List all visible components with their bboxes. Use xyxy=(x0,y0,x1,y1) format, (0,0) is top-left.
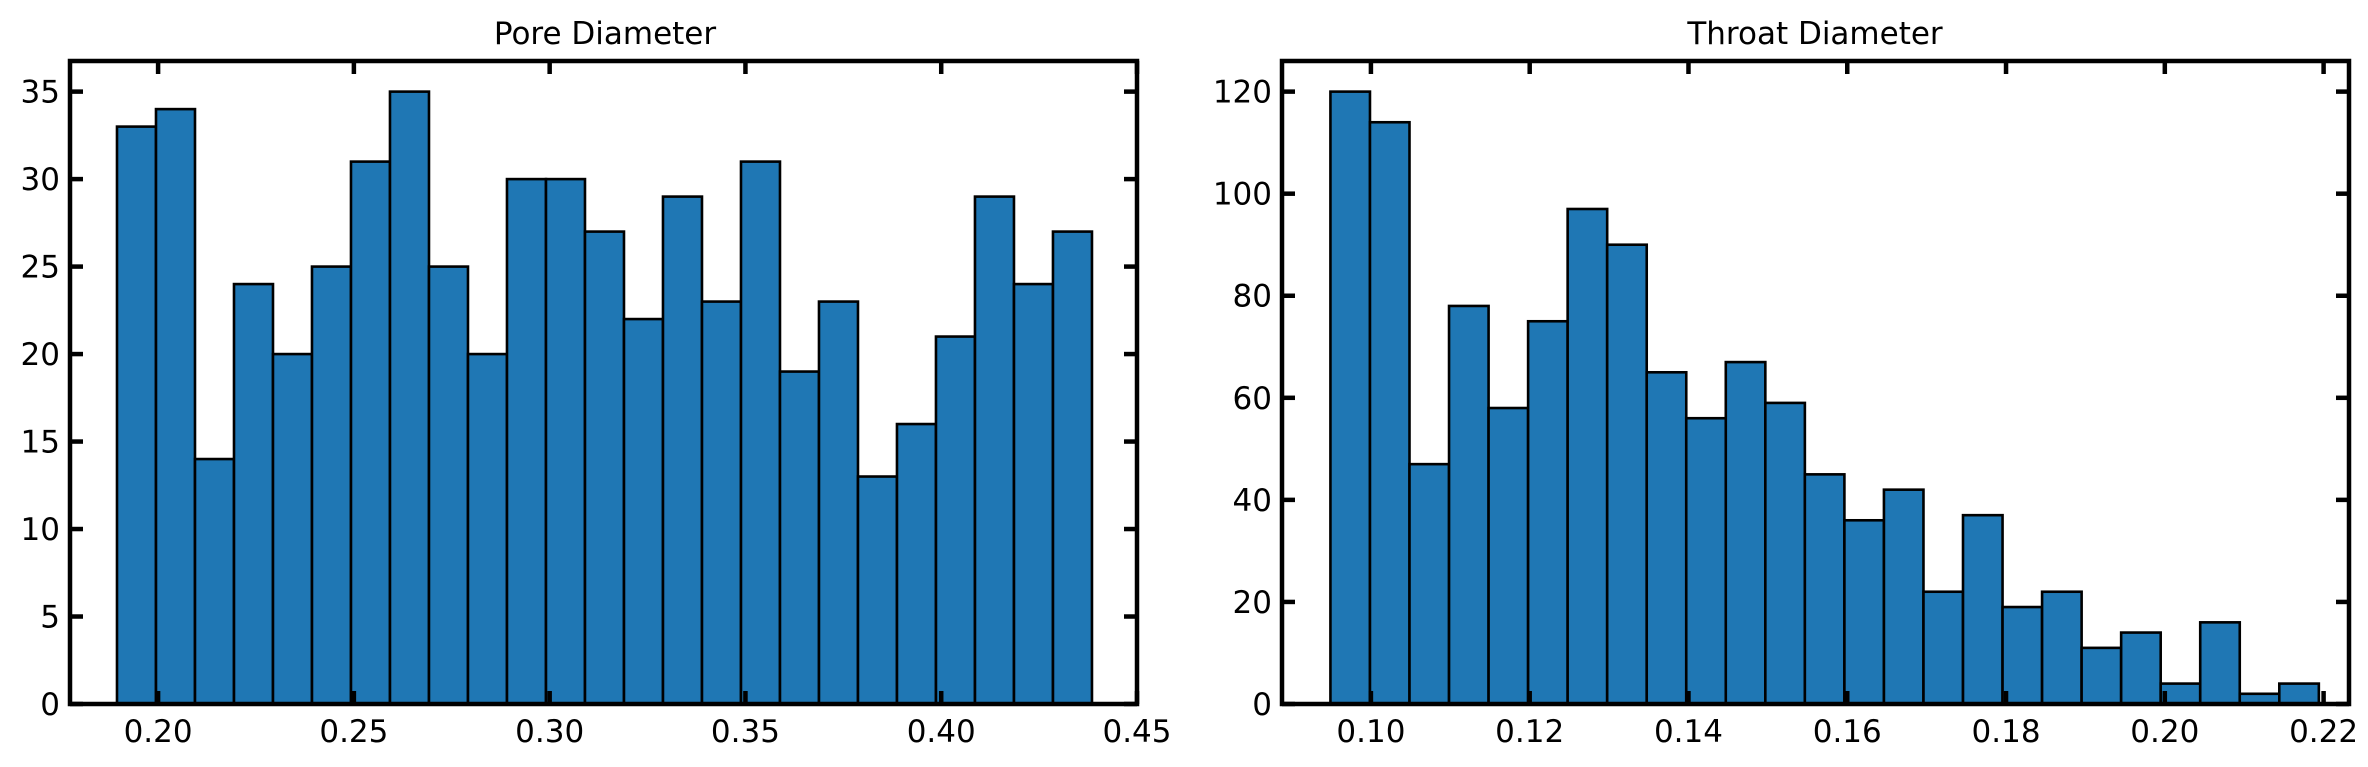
throat-y-tick-label: 120 xyxy=(1213,75,1272,111)
throat-x-tick-label: 0.12 xyxy=(1495,714,1564,750)
throat-x-tick-label: 0.20 xyxy=(2130,714,2199,750)
pore-bar xyxy=(349,160,392,706)
pore-diameter-title: Pore Diameter xyxy=(494,16,717,52)
pore-bar xyxy=(505,177,548,706)
throat-y-tick-label: 20 xyxy=(1233,585,1272,621)
pore-x-tick-label: 0.45 xyxy=(1102,714,1171,750)
throat-y-tick-label: 60 xyxy=(1233,381,1272,417)
pore-bar xyxy=(115,125,158,706)
pore-x-tick-label: 0.40 xyxy=(907,714,976,750)
pore-y-tick-label: 10 xyxy=(21,512,60,548)
pore-x-axis: 0.20 0.25 0.30 0.35 0.40 0.45 xyxy=(124,61,1172,750)
pore-y-axis: 0 5 10 15 20 25 30 35 xyxy=(21,75,1137,723)
pore-y-tick-label: 15 xyxy=(21,425,60,461)
pore-y-tick-label: 35 xyxy=(21,75,60,111)
pore-y-tick-label: 0 xyxy=(40,687,60,723)
throat-x-tick-label: 0.14 xyxy=(1654,714,1723,750)
pore-bar xyxy=(973,195,1016,706)
pore-bar xyxy=(466,352,509,706)
throat-bar xyxy=(1368,120,1411,706)
pore-bar xyxy=(817,300,860,706)
throat-bar xyxy=(1645,370,1688,706)
throat-diameter-title: Throat Diameter xyxy=(1686,16,1943,52)
throat-bar xyxy=(2119,631,2162,706)
pore-bar xyxy=(310,265,353,706)
pore-bar xyxy=(232,282,275,706)
pore-bar xyxy=(544,177,587,706)
pore-x-tick-label: 0.35 xyxy=(711,714,780,750)
pore-bar xyxy=(661,195,704,706)
throat-bar xyxy=(1882,488,1925,706)
pore-bar xyxy=(583,230,626,706)
pore-bar xyxy=(739,160,782,706)
pore-bar xyxy=(622,317,665,706)
throat-x-axis: 0.10 0.12 0.14 0.16 0.18 0.20 0.22 xyxy=(1336,61,2358,750)
throat-x-tick-label: 0.22 xyxy=(2289,714,2358,750)
throat-x-tick-label: 0.16 xyxy=(1813,714,1882,750)
throat-bars xyxy=(1329,90,2321,706)
pore-diameter-panel: Pore Diameter 0.20 0.25 0.30 0.35 0.40 0.45 0 5… xyxy=(21,16,1172,750)
throat-bar xyxy=(1843,518,1886,706)
pore-bar xyxy=(388,90,431,706)
pore-bar xyxy=(1051,230,1094,706)
pore-bar xyxy=(934,335,977,706)
throat-axes-frame xyxy=(1279,58,2352,707)
throat-bar xyxy=(1566,207,1609,706)
pore-x-tick-label: 0.25 xyxy=(319,714,388,750)
throat-bar xyxy=(1605,243,1649,706)
pore-bar xyxy=(856,475,899,706)
throat-bar xyxy=(2001,605,2044,706)
throat-y-tick-label: 100 xyxy=(1213,177,1272,213)
throat-x-tick-label: 0.10 xyxy=(1336,714,1405,750)
throat-bar xyxy=(1447,304,1490,706)
throat-y-tick-label: 40 xyxy=(1233,483,1272,519)
throat-bar xyxy=(1408,462,1451,706)
pore-bar xyxy=(1012,282,1055,706)
throat-bar xyxy=(2040,590,2083,706)
throat-bar xyxy=(1961,513,2004,706)
throat-bar xyxy=(1764,401,1807,706)
pore-bar xyxy=(778,370,821,706)
pore-bar xyxy=(427,265,470,706)
throat-bar xyxy=(2198,621,2242,706)
throat-y-tick-label: 0 xyxy=(1252,687,1272,723)
pore-x-tick-label: 0.30 xyxy=(515,714,584,750)
throat-y-tick-label: 80 xyxy=(1233,279,1272,315)
pore-y-tick-label: 5 xyxy=(40,600,60,636)
pore-bar xyxy=(700,300,743,706)
throat-bar xyxy=(2278,682,2321,706)
pore-bar xyxy=(154,107,197,706)
throat-bar xyxy=(1922,590,1965,706)
pore-y-tick-label: 20 xyxy=(21,337,60,373)
throat-y-axis: 0 20 40 60 80 100 120 xyxy=(1213,75,2349,723)
pore-bar xyxy=(271,352,314,706)
throat-bar xyxy=(1803,473,1846,706)
pore-bars xyxy=(115,90,1094,706)
throat-bar xyxy=(1684,416,1728,706)
pore-axes-frame xyxy=(67,58,1140,707)
pore-bar xyxy=(895,422,938,706)
throat-diameter-panel: Throat Diameter 0.10 0.12 0.14 0.16 0.18 0.20… xyxy=(1213,16,2358,750)
throat-bar xyxy=(1329,90,1372,706)
pore-y-tick-label: 30 xyxy=(21,162,60,198)
pore-x-tick-label: 0.20 xyxy=(124,714,193,750)
throat-bar xyxy=(1487,406,1530,706)
pore-y-tick-label: 25 xyxy=(21,250,60,286)
throat-x-tick-label: 0.18 xyxy=(1972,714,2041,750)
pore-bar xyxy=(193,457,236,706)
throat-bar xyxy=(2080,646,2123,706)
throat-bar xyxy=(1526,319,1569,706)
throat-bar xyxy=(1724,360,1767,706)
